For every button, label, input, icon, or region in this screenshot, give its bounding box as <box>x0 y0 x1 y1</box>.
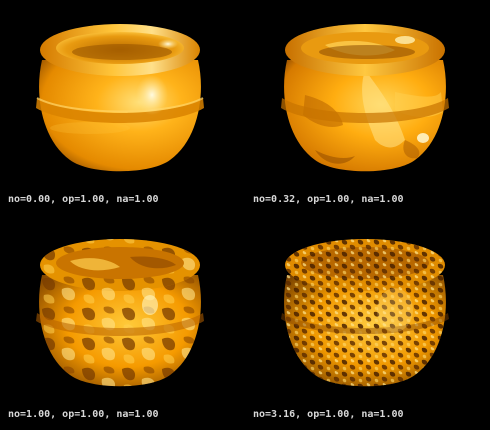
render-panel-3: no=3.16, op=1.00, na=1.00 <box>245 215 490 430</box>
vase-image-low-noise <box>281 24 449 172</box>
render-panel-1: no=0.32, op=1.00, na=1.00 <box>245 0 490 215</box>
panel-caption-3: no=3.16, op=1.00, na=1.00 <box>253 409 404 420</box>
render-panel-2: no=1.00, op=1.00, na=1.00 <box>0 215 245 430</box>
panel-caption-0: no=0.00, op=1.00, na=1.00 <box>8 194 159 205</box>
vase-image-medium-noise <box>36 239 204 387</box>
render-panel-0: no=0.00, op=1.00, na=1.00 <box>0 0 245 215</box>
vase-image-high-noise <box>281 239 449 387</box>
panel-caption-1: no=0.32, op=1.00, na=1.00 <box>253 194 404 205</box>
vase-image-smooth <box>36 24 204 172</box>
panel-caption-2: no=1.00, op=1.00, na=1.00 <box>8 409 159 420</box>
